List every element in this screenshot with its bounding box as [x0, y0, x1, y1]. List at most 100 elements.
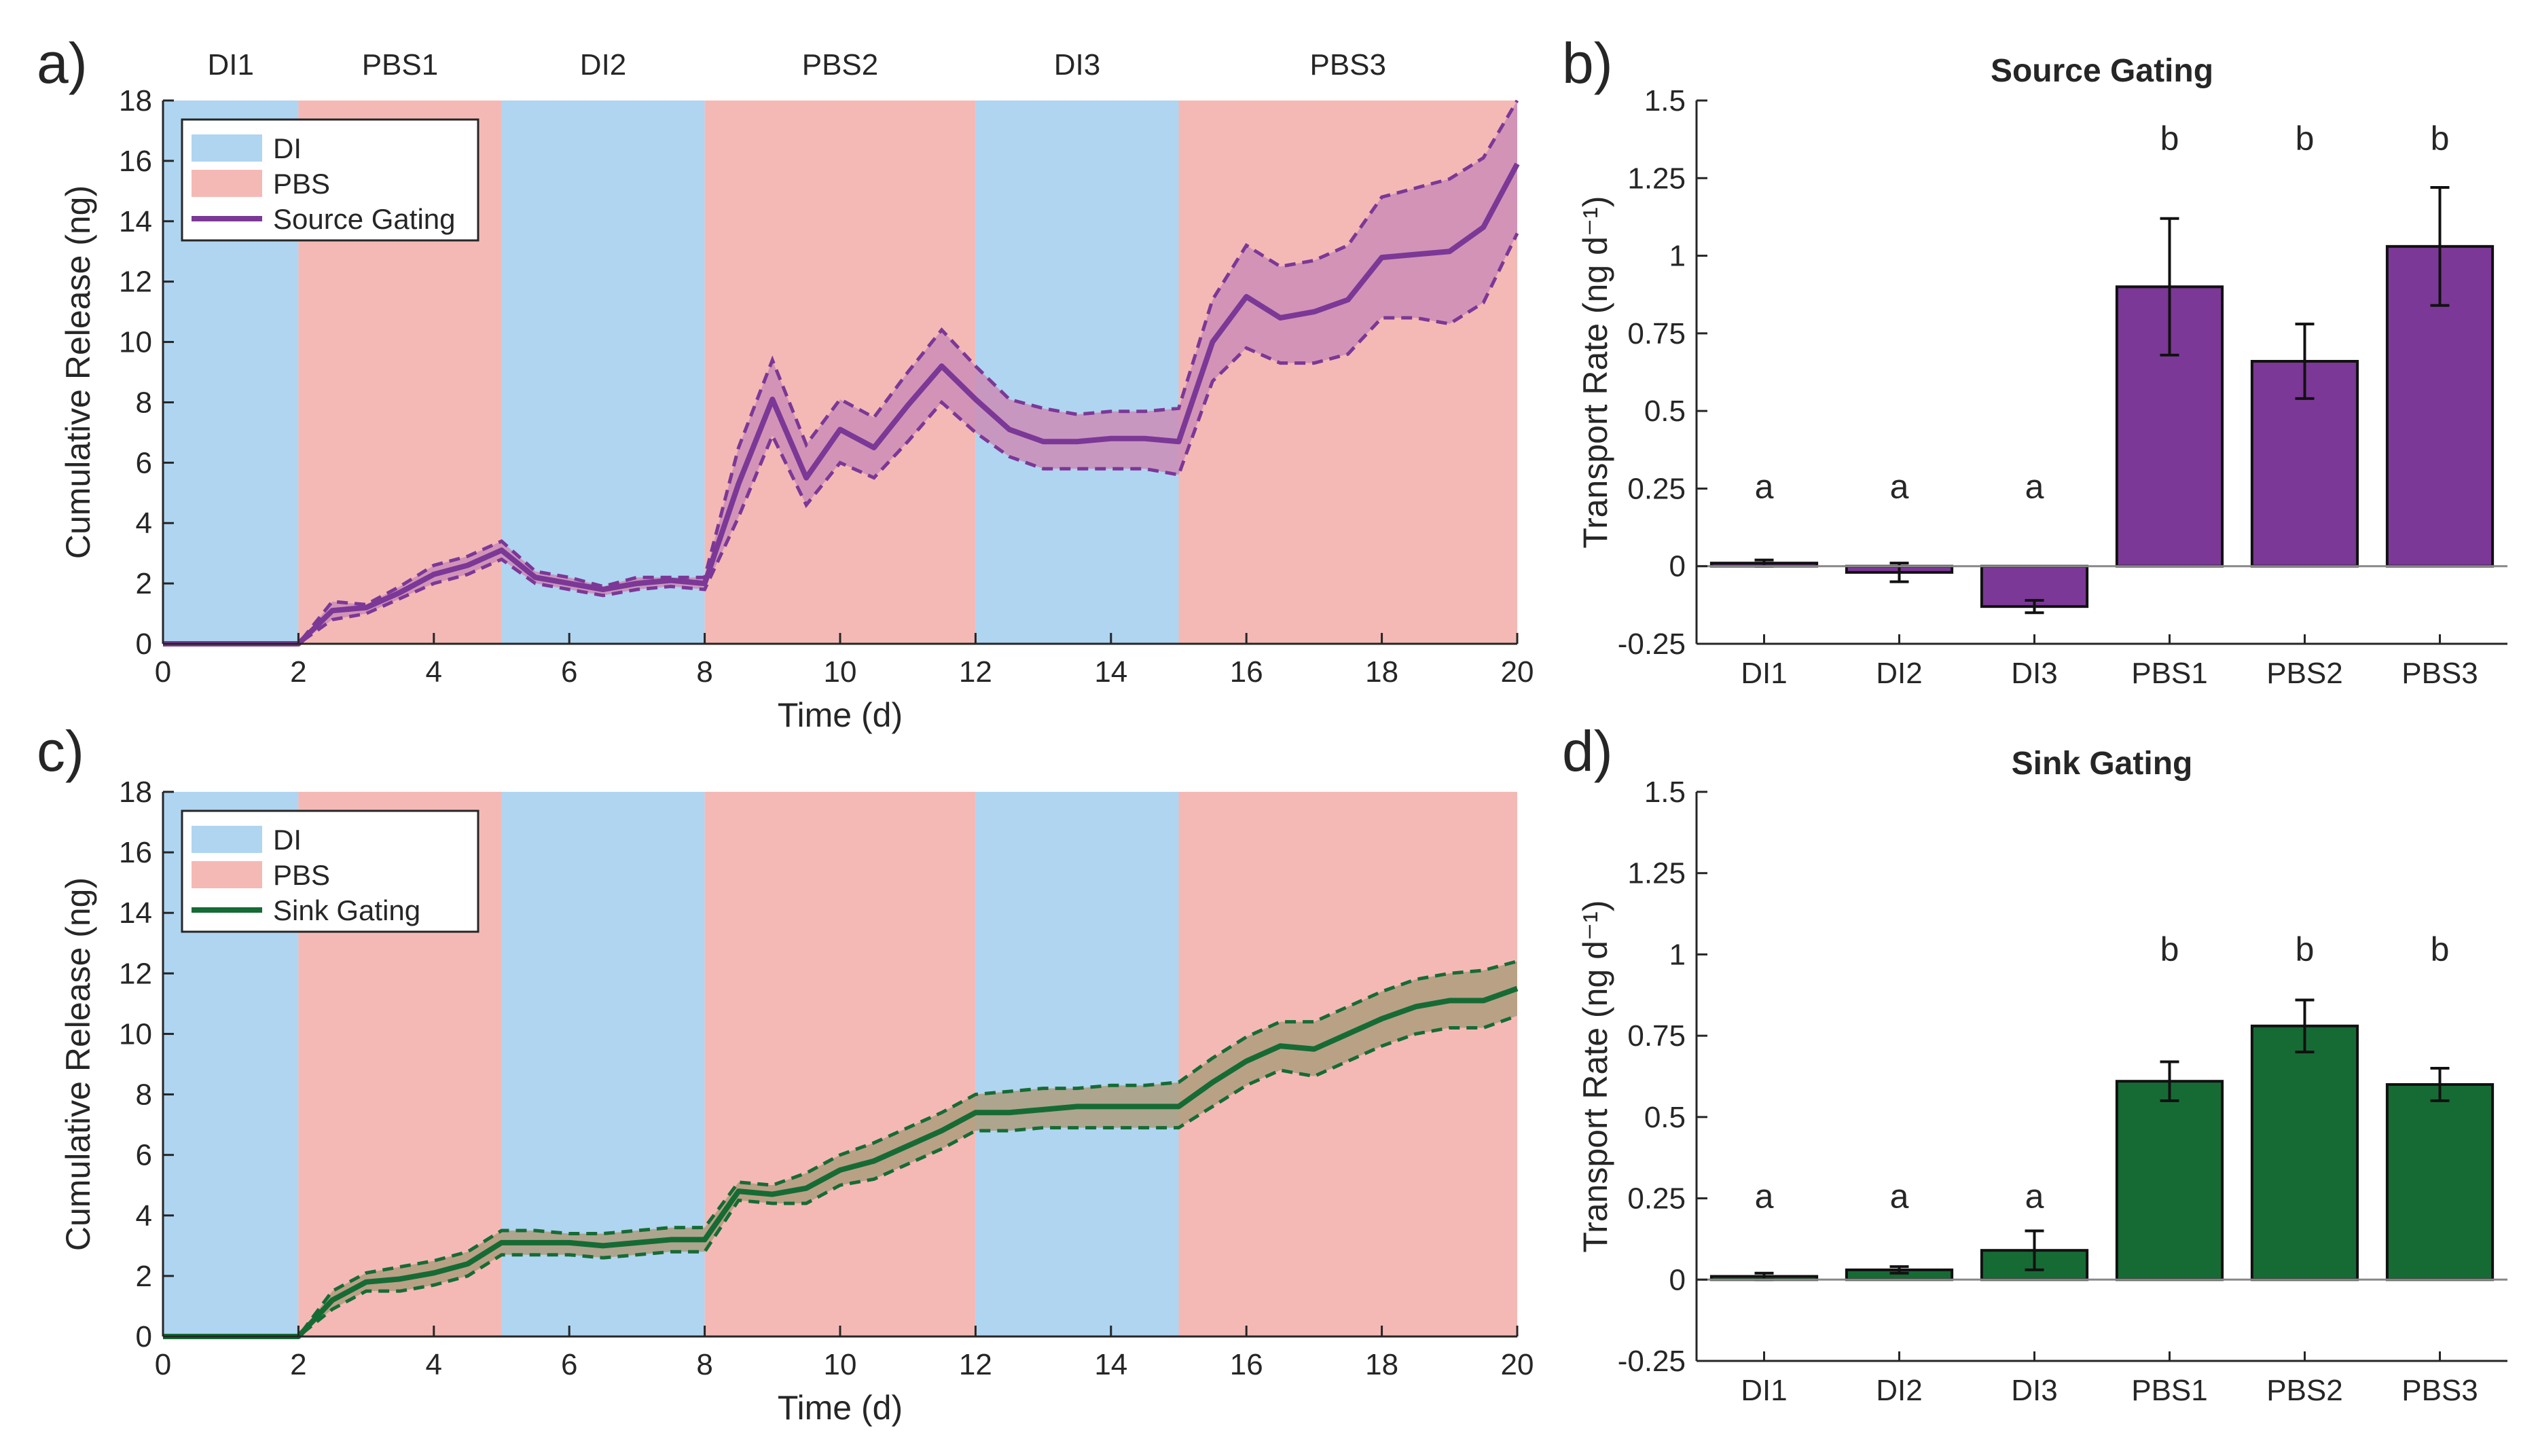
significance-letter: b [2160, 930, 2179, 968]
significance-letter: b [2296, 120, 2315, 158]
y-tick-label: 0.5 [1644, 395, 1686, 428]
y-axis-label: Cumulative Release (ng) [59, 185, 97, 559]
y-tick-label: -0.25 [1618, 1345, 1686, 1378]
significance-letter: a [1755, 467, 1774, 505]
lower-bound-line-sink [163, 1014, 1518, 1339]
significance-letter: b [2160, 120, 2179, 158]
significance-letter: a [2025, 467, 2044, 505]
y-tick-label: 0 [136, 627, 152, 661]
x-tick-label: 4 [426, 1348, 442, 1381]
y-tick-label: 1 [1669, 240, 1686, 273]
y-tick-label: 16 [119, 145, 152, 178]
upper-bound-line-sink [163, 960, 1518, 1339]
x-tick-label: 6 [561, 1348, 577, 1381]
upper-bound-line-source [163, 99, 1519, 646]
panel-label: d) [1562, 719, 1613, 783]
bar-pbs1 [2115, 1080, 2224, 1281]
y-tick-label: 2 [136, 567, 152, 600]
legend-label: Sink Gating [273, 894, 420, 926]
x-tick-label: 16 [1230, 1348, 1263, 1381]
x-tick-label: 8 [696, 1348, 712, 1381]
legend-swatch-pbs [192, 861, 262, 888]
chart-title: Sink Gating [2012, 746, 2193, 782]
y-axis-label: Cumulative Release (ng) [59, 877, 97, 1251]
panel-label: c) [37, 719, 84, 783]
x-tick-label: DI1 [1741, 1374, 1787, 1407]
phase-band-di3 [975, 101, 1179, 644]
x-tick-label: 18 [1365, 1348, 1398, 1381]
legend-label: Source Gating [273, 203, 456, 235]
chart-title: Source Gating [1991, 53, 2213, 89]
line-chart-sink: 0 2 4 6 8 10 12 14 16 18 20 0 2 4 6 8 10 12 14 16 18 Time (d)… [37, 719, 1534, 1427]
bar-pbs3 [2385, 1082, 2495, 1281]
significance-letter: b [2296, 930, 2315, 968]
legend-label: DI [273, 132, 302, 164]
panel-label: b) [1562, 31, 1613, 95]
y-tick-label: 10 [119, 326, 152, 359]
legend-swatch-pbs [192, 170, 262, 197]
y-tick-label: 1.5 [1644, 776, 1686, 809]
y-tick-label: 1.25 [1627, 162, 1686, 195]
y-tick-label: 0.25 [1627, 1182, 1686, 1216]
phase-band-pbs2 [704, 792, 976, 1336]
bar-pbs2 [2250, 1024, 2359, 1281]
x-tick-label: 12 [959, 1348, 992, 1381]
x-tick-label: DI1 [1741, 657, 1787, 690]
y-tick-label: 0.75 [1627, 317, 1686, 350]
y-tick-label: 12 [119, 957, 152, 990]
legend-label: PBS [273, 168, 330, 200]
phase-label-pbs1: PBS1 [362, 48, 439, 81]
y-tick-label: 0.5 [1644, 1101, 1686, 1134]
mean-line-source [163, 162, 1520, 647]
lower-bound-line-source [163, 232, 1519, 646]
x-tick-label: 0 [155, 1348, 171, 1381]
x-tick-label: 18 [1365, 655, 1398, 689]
x-tick-label: PBS1 [2131, 657, 2208, 690]
y-tick-label: 0 [1669, 1263, 1686, 1296]
significance-letter: a [1755, 1178, 1774, 1216]
y-tick-label: 4 [136, 1199, 152, 1233]
y-tick-label: 1.25 [1627, 857, 1686, 890]
legend-label: PBS [273, 859, 330, 891]
x-tick-label: 20 [1501, 655, 1534, 689]
y-tick-label: 0.75 [1627, 1019, 1686, 1053]
x-tick-label: 2 [290, 1348, 306, 1381]
x-tick-label: DI3 [2011, 657, 2057, 690]
phase-label-di2: DI2 [580, 48, 626, 81]
panel-label: a) [37, 31, 88, 95]
y-tick-label: 14 [119, 896, 152, 930]
phase-label-di3: DI3 [1054, 48, 1100, 81]
y-tick-label: 16 [119, 836, 152, 869]
significance-letter: b [2431, 120, 2450, 158]
line-chart-source: DI1 PBS1 DI2 PBS2 DI3 PBS3 0 2 4 6 8 10 12 14 16 18 20 0 2… [37, 31, 1534, 734]
significance-letter: a [1890, 467, 1909, 505]
x-tick-label: 6 [561, 655, 577, 689]
x-tick-label: 20 [1501, 1348, 1534, 1381]
significance-letter: b [2431, 930, 2450, 968]
legend-swatch-di [192, 134, 262, 162]
x-axis-label: Time (d) [778, 1389, 903, 1427]
significance-letter: a [1890, 1178, 1909, 1216]
bar-chart-source: Source Gating a a a b b b -0.25 0 0.25 0.5 0.75 1 1.2… [1562, 31, 2507, 690]
x-tick-label: DI3 [2011, 1374, 2057, 1407]
bar-chart-sink: Sink Gating a a a b b b -0.25 0 0.25 0.5 0.75 1 1.25 1… [1562, 719, 2507, 1407]
phase-label-pbs2: PBS2 [802, 48, 879, 81]
y-axis-label: Transport Rate (ng d⁻¹) [1576, 900, 1614, 1252]
y-tick-label: 6 [136, 1139, 152, 1172]
phase-label-di1: DI1 [207, 48, 253, 81]
y-tick-label: 10 [119, 1017, 152, 1051]
y-tick-label: 2 [136, 1260, 152, 1293]
x-tick-label: 10 [824, 655, 857, 689]
x-tick-label: PBS3 [2401, 657, 2478, 690]
x-tick-label: 16 [1230, 655, 1263, 689]
phase-band-di3 [975, 792, 1179, 1336]
significance-letter: a [2025, 1178, 2044, 1216]
y-tick-label: 0 [136, 1320, 152, 1353]
y-tick-label: 0 [1669, 550, 1686, 583]
x-tick-label: PBS1 [2131, 1374, 2208, 1407]
x-axis-label: Time (d) [778, 696, 903, 734]
y-tick-label: 8 [136, 1078, 152, 1112]
